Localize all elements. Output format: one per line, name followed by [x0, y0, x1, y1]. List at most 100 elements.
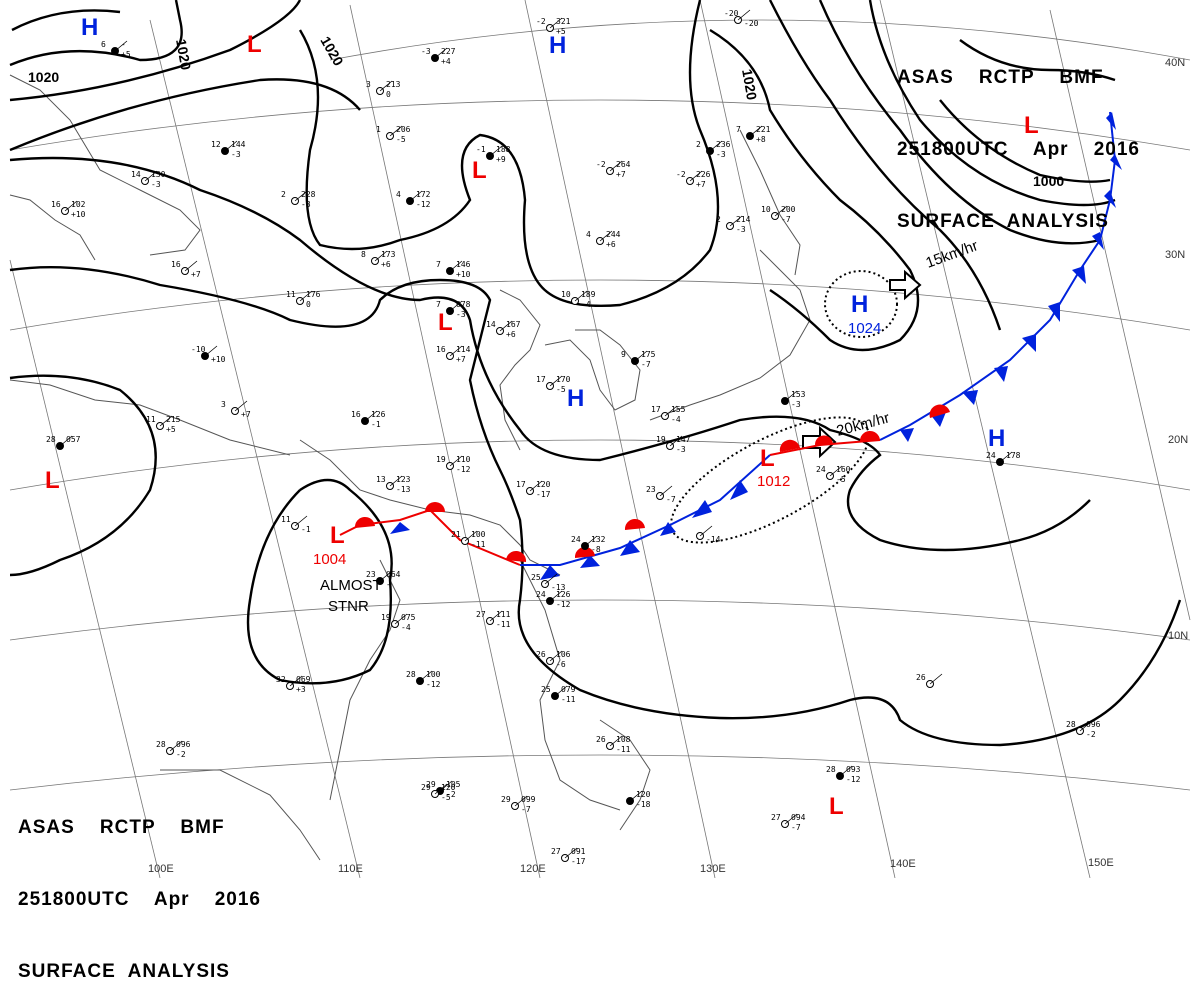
station-tendency: 0 [306, 300, 311, 309]
station-temperature: 7 [736, 125, 741, 134]
lat-label: 20N [1168, 434, 1188, 446]
station-pressure: 264 [616, 160, 631, 169]
stationary-note: STNR [328, 598, 369, 615]
station-pressure: 227 [441, 47, 456, 56]
isobar-northwest-loop [11, 9, 121, 32]
wind-barb [549, 590, 563, 602]
isobar-asia-main [9, 0, 302, 102]
header-time: 251800UTC Apr 2016 [18, 889, 261, 910]
station-temperature: 23 [366, 570, 376, 579]
station-plot: 24 160-5 [816, 465, 851, 484]
station-plot: 16 +7 [171, 260, 201, 279]
wind-barb [709, 140, 723, 152]
station-plot: 10 189-4 [561, 290, 596, 309]
cold-front-pip [1092, 232, 1104, 250]
station-tendency: +5 [121, 50, 131, 59]
station-tendency: -20 [744, 19, 759, 28]
station-plot: 2 228-3 [281, 190, 316, 209]
wind-barb [449, 300, 463, 312]
station-pressure: 100 [426, 670, 441, 679]
station-tendency: -4 [401, 623, 411, 632]
wind-barb [669, 435, 683, 447]
station-temperature: 12 [211, 140, 221, 149]
station-pressure: 079 [561, 685, 576, 694]
station-temperature: 28 [156, 740, 166, 749]
station-plot: -10 +10 [191, 345, 226, 364]
station-plot: 8 173+6 [361, 250, 396, 269]
wind-barb [549, 17, 563, 29]
weather-map: 1020 1020 1020 1020 1000 15km/hr 20km/hr [9, 0, 1191, 878]
isobar-high-lobe [9, 265, 1182, 747]
warm-front-pip [859, 430, 880, 442]
station-tendency: +5 [166, 425, 176, 434]
cold-front-pip [660, 522, 676, 536]
wind-barb [159, 415, 173, 427]
station-temperature: 16 [436, 345, 446, 354]
lon-label: 150E [1088, 857, 1114, 869]
station-plot: 2 236-3 [696, 140, 731, 159]
wind-barb [689, 170, 703, 182]
isobar-label: 1020 [317, 34, 347, 69]
station-temperature: 4 [396, 190, 401, 199]
station-pressure: 213 [386, 80, 401, 89]
station-tendency: -12 [426, 680, 441, 689]
station-pressure: 244 [606, 230, 621, 239]
station-tendency: +9 [496, 155, 506, 164]
pressure-centers: H L H L L L H 1024 L H L 1004 L 1012 H L… [45, 14, 1039, 820]
station-pressure: 123 [396, 475, 411, 484]
station-plot: 28 057 [46, 435, 81, 450]
warm-front-pip [354, 516, 375, 528]
isobar-1020-northwest [9, 0, 183, 67]
station-tendency: -5 [836, 475, 846, 484]
wind-barb [514, 795, 528, 807]
station-plot: 25 -13 [531, 573, 566, 592]
station-plot: 24 132-8 [571, 535, 606, 554]
wind-barb [144, 170, 158, 182]
lon-label: 110E [338, 863, 363, 875]
station-plot: -20 -20 [724, 9, 759, 28]
isobar-low-west [9, 374, 157, 577]
station-pressure: 108 [616, 735, 631, 744]
station-temperature: 11 [286, 290, 296, 299]
station-pressure: 146 [456, 260, 471, 269]
cold-front-pip [900, 428, 914, 442]
station-tendency: -17 [536, 490, 551, 499]
wind-barb [737, 9, 751, 21]
wind-barb [389, 125, 403, 137]
station-plot: 17 170-5 [536, 375, 571, 394]
header-bottom: ASAS RCTP BMF 251800UTC Apr 2016 SURFACE… [18, 768, 261, 1008]
station-tendency: -4 [671, 415, 681, 424]
station-plot: 17 155-4 [651, 405, 686, 424]
cold-front-pip [994, 366, 1008, 382]
station-plot: 24 126-12 [536, 590, 571, 609]
cold-front-pip [962, 390, 978, 405]
station-plot: 10 200-7 [761, 205, 796, 224]
station-tendency: +6 [506, 330, 516, 339]
station-pressure: 094 [791, 813, 806, 822]
wind-barb [599, 230, 613, 242]
station-plot: 17 120-17 [516, 480, 551, 499]
isobars [9, 0, 1182, 747]
station-pressure: 321 [556, 17, 571, 26]
wind-barb [584, 535, 598, 547]
station-plot: 16 126-1 [351, 410, 386, 429]
station-tendency: -12 [416, 200, 431, 209]
station-plot: 27 091-17 [551, 847, 586, 866]
cold-front-pip [390, 522, 410, 534]
station-pressure: 057 [66, 435, 81, 444]
station-tendency: +8 [756, 135, 766, 144]
station-tendency: +7 [191, 270, 201, 279]
wind-barb [609, 160, 623, 172]
lat-label: 40N [1165, 57, 1185, 69]
station-tendency: -5 [396, 135, 406, 144]
station-plot: 7 221+8 [736, 125, 771, 144]
station-temperature: -2 [536, 17, 546, 26]
station-pressure: 200 [781, 205, 796, 214]
station-temperature: 7 [436, 260, 441, 269]
isobar-1000 [939, 99, 1111, 183]
wind-barb [204, 345, 218, 357]
station-plot: -2 321+5 [536, 17, 571, 36]
low-center-marker: L [330, 522, 345, 549]
station-tendency: -13 [551, 583, 566, 592]
